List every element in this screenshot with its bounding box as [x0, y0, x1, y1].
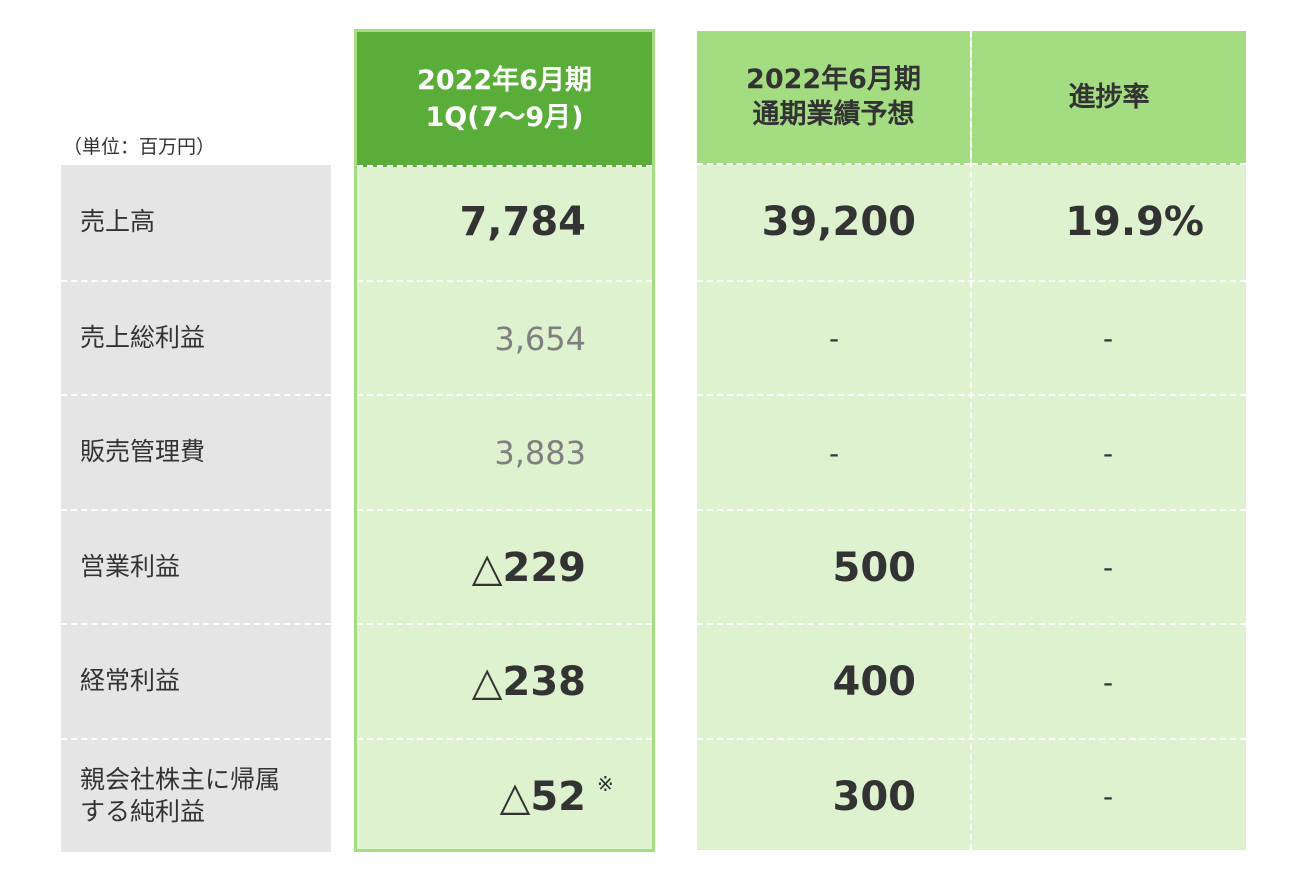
row-labels-column: 売上高 売上総利益 販売管理費 営業利益 経常利益 親会社株主に帰属 する純利益	[61, 165, 331, 852]
q1-cell-net-sales: 7,784	[459, 199, 586, 246]
forecast-value: -	[828, 436, 840, 470]
fc-row-ordinary-income: 400 -	[697, 623, 1246, 738]
column-divider	[970, 31, 972, 850]
forecast-value: 39,200	[761, 199, 916, 246]
fc-row-net-income: 300 -	[697, 737, 1246, 851]
progress-value: -	[1102, 665, 1114, 699]
row-label-net-income: 親会社株主に帰属 する純利益	[61, 737, 331, 853]
q1-header: 2022年6月期 1Q(7～9月)	[357, 32, 652, 167]
progress-value: 19.9%	[1065, 199, 1204, 246]
q1-column: 2022年6月期 1Q(7～9月) 7,784 3,654 3,883 △229…	[354, 29, 655, 852]
q1-cell-sga: 3,883	[357, 394, 652, 509]
forecast-block: 2022年6月期 通期業績予想 進捗率 39,200 19.9% - - - -…	[697, 31, 1246, 850]
forecast-header: 2022年6月期 通期業績予想	[697, 31, 970, 165]
fc-row-net-sales: 39,200 19.9%	[697, 165, 1246, 280]
forecast-value: 500	[832, 544, 917, 591]
q1-cell-operating-income: △229	[357, 508, 652, 624]
progress-value: -	[1102, 551, 1114, 585]
unit-label: （単位：百万円）	[63, 136, 216, 158]
row-label-operating-income: 営業利益	[61, 508, 331, 624]
row-label-sga: 販売管理費	[61, 394, 331, 509]
footnote-mark: ※	[597, 771, 614, 796]
row-label-gross-profit: 売上総利益	[61, 279, 331, 395]
q1-cell-net-income: △52 ※	[357, 737, 652, 853]
fc-row-gross-profit: - -	[697, 279, 1246, 395]
fc-row-sga: - -	[697, 394, 1246, 509]
forecast-value: 400	[832, 659, 917, 706]
forecast-value: 300	[832, 773, 917, 820]
q1-cell-ordinary-income: △238	[357, 623, 652, 738]
q1-cell-gross-profit: 3,654	[357, 279, 652, 395]
row-label-net-sales: 売上高	[80, 207, 156, 237]
row-label-ordinary-income: 経常利益	[61, 623, 331, 738]
fc-row-operating-income: 500 -	[697, 508, 1246, 624]
progress-value: -	[1102, 780, 1114, 814]
progress-header: 進捗率	[972, 31, 1246, 165]
forecast-value: -	[828, 322, 840, 356]
progress-value: -	[1102, 436, 1114, 470]
progress-value: -	[1102, 322, 1114, 356]
